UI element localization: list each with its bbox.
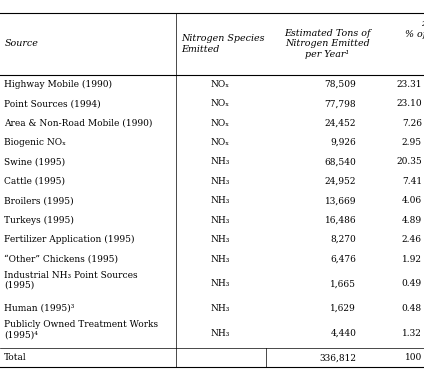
Text: 4.06: 4.06 [402,196,422,205]
Text: Cattle (1995): Cattle (1995) [4,177,65,186]
Text: 23.31: 23.31 [396,80,422,89]
Text: Turkeys (1995): Turkeys (1995) [4,216,74,225]
Text: 20.35: 20.35 [396,157,422,166]
Text: 2.95: 2.95 [402,138,422,147]
Text: NH₃: NH₃ [211,177,230,186]
Text: NH₃: NH₃ [211,196,230,205]
Text: Highway Mobile (1990): Highway Mobile (1990) [4,80,112,89]
Text: NH₃: NH₃ [211,279,230,288]
Text: 336,812: 336,812 [319,353,356,362]
Text: 6,476: 6,476 [330,254,356,263]
Text: NH₃: NH₃ [211,329,230,338]
Text: Fertilizer Application (1995): Fertilizer Application (1995) [4,235,135,244]
Text: NH₃: NH₃ [211,216,230,225]
Text: 77,798: 77,798 [324,99,356,108]
Text: 0.48: 0.48 [402,304,422,313]
Text: 16,486: 16,486 [324,216,356,225]
Text: 78,509: 78,509 [324,80,356,89]
Text: 23.10: 23.10 [396,99,422,108]
Text: Publicly Owned Treatment Works
(1995)⁴: Publicly Owned Treatment Works (1995)⁴ [4,320,159,339]
Text: Broilers (1995): Broilers (1995) [4,196,74,205]
Text: NH₃: NH₃ [211,157,230,166]
Text: 0.49: 0.49 [402,279,422,288]
Text: 13,669: 13,669 [325,196,356,205]
Text: 9,926: 9,926 [330,138,356,147]
Text: “Other” Chickens (1995): “Other” Chickens (1995) [4,254,118,263]
Text: Point Sources (1994): Point Sources (1994) [4,99,101,108]
Text: 1.32: 1.32 [402,329,422,338]
Text: 4.89: 4.89 [402,216,422,225]
Text: Swine (1995): Swine (1995) [4,157,65,166]
Text: 7.26: 7.26 [402,119,422,128]
Text: Area & Non-Road Mobile (1990): Area & Non-Road Mobile (1990) [4,119,153,128]
Text: Source: Source [4,39,38,48]
Text: NOₓ: NOₓ [211,80,230,89]
Text: NOₓ: NOₓ [211,99,230,108]
Text: NH₃: NH₃ [211,254,230,263]
Text: 2.46: 2.46 [402,235,422,244]
Text: 1,629: 1,629 [330,304,356,313]
Text: 100: 100 [404,353,422,362]
Text: 68,540: 68,540 [324,157,356,166]
Text: Total: Total [4,353,27,362]
Text: 1.92: 1.92 [402,254,422,263]
Text: Estimated Tons of
Nitrogen Emitted
per Year¹: Estimated Tons of Nitrogen Emitted per Y… [284,29,371,59]
Text: Industrial NH₃ Point Sources
(1995): Industrial NH₃ Point Sources (1995) [4,270,138,290]
Text: Biogenic NOₓ: Biogenic NOₓ [4,138,66,147]
Text: NOₓ: NOₓ [211,138,230,147]
Text: NH₃: NH₃ [211,304,230,313]
Text: % of Total N: % of Total N [405,30,424,39]
Text: 7.41: 7.41 [402,177,422,186]
Text: 24,452: 24,452 [325,119,356,128]
Text: NH₃: NH₃ [211,235,230,244]
Text: Nitrogen Species
Emitted: Nitrogen Species Emitted [181,34,265,54]
Text: 4,440: 4,440 [330,329,356,338]
Text: Human (1995)³: Human (1995)³ [4,304,75,313]
Text: 1,665: 1,665 [330,279,356,288]
Text: NOₓ: NOₓ [211,119,230,128]
Text: 8,270: 8,270 [330,235,356,244]
Text: 24,952: 24,952 [325,177,356,186]
Text: 2: 2 [421,21,424,28]
